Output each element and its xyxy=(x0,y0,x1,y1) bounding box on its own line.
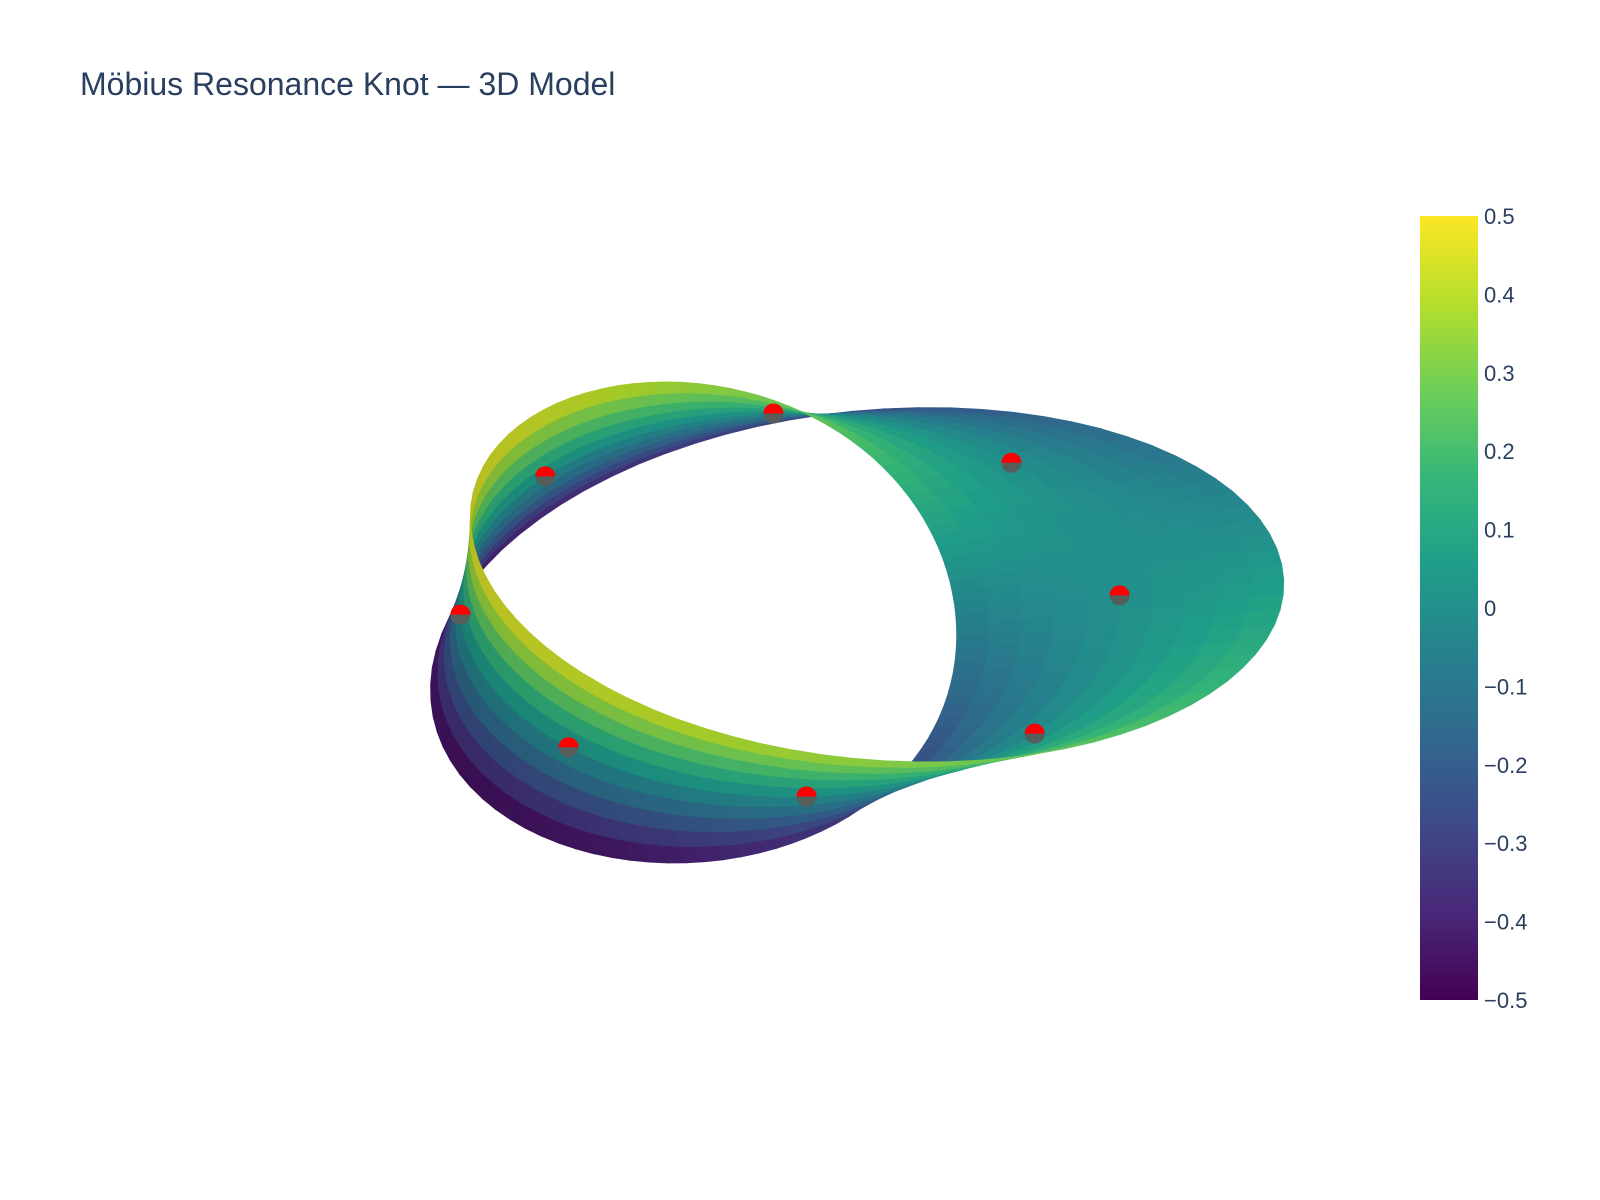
colorbar-bar xyxy=(1420,216,1478,1000)
resonance-marker[interactable] xyxy=(763,403,784,424)
colorbar-tick-label: 0.3 xyxy=(1484,361,1515,386)
surface-patch xyxy=(750,816,774,831)
mobius-surface[interactable] xyxy=(430,381,1285,864)
resonance-marker[interactable] xyxy=(1024,723,1045,744)
surface-patch xyxy=(850,757,886,768)
colorbar-tick-label: −0.4 xyxy=(1484,910,1527,935)
resonance-marker[interactable] xyxy=(796,786,817,807)
marker-dot xyxy=(763,403,784,414)
surface-patch xyxy=(729,817,754,832)
surface-patch xyxy=(979,668,1015,683)
surface-patch xyxy=(947,681,981,696)
surface-patch xyxy=(747,806,772,819)
surface-patch xyxy=(713,830,738,847)
colorbar-tick-label: 0 xyxy=(1484,596,1496,621)
colorbar-tick-label: 0.2 xyxy=(1484,439,1515,464)
surface-patch xyxy=(879,760,918,768)
colorbar-tick-label: −0.2 xyxy=(1484,753,1527,778)
surface-patch xyxy=(726,805,752,819)
surface-patch xyxy=(718,843,742,861)
surface-patch xyxy=(816,779,845,789)
resonance-marker[interactable] xyxy=(1001,452,1022,473)
marker-dot xyxy=(1024,723,1045,734)
colorbar-tick-label: −0.3 xyxy=(1484,831,1527,856)
marker-layer[interactable] xyxy=(450,403,1130,807)
resonance-marker[interactable] xyxy=(558,737,579,758)
resonance-marker[interactable] xyxy=(1109,585,1130,606)
chart-title: Möbius Resonance Knot — 3D Model xyxy=(80,66,616,102)
colorbar-tick-label: 0.1 xyxy=(1484,518,1515,543)
surface-patch xyxy=(769,805,793,818)
colorbar-tick-label: 0.5 xyxy=(1484,204,1515,229)
surface-patch xyxy=(950,669,985,685)
surface-patch xyxy=(745,794,771,808)
surface-patch xyxy=(791,749,824,764)
surface-patch xyxy=(843,772,876,781)
colorbar-ticks: 0.5 0.4 0.3 0.2 0.1 0 −0.1 −0.2 −0.3 −0.4 −0.5 xyxy=(1484,204,1527,1013)
marker-dot xyxy=(558,737,579,748)
resonance-marker[interactable] xyxy=(450,604,471,625)
surface-patch xyxy=(733,829,757,845)
marker-dot xyxy=(535,466,556,477)
surface-patch xyxy=(768,795,793,808)
marker-dot xyxy=(796,786,817,797)
colorbar-tick-label: −0.1 xyxy=(1484,674,1527,699)
marker-dot xyxy=(1001,452,1022,463)
colorbar: 0.5 0.4 0.3 0.2 0.1 0 −0.1 −0.2 −0.3 −0.4 −0.5 xyxy=(1420,204,1527,1013)
marker-dot xyxy=(1109,585,1130,596)
surface-patch xyxy=(709,817,735,833)
colorbar-tick-label: 0.4 xyxy=(1484,282,1515,307)
surface-patch xyxy=(814,787,842,797)
colorbar-tick-label: −0.5 xyxy=(1484,988,1527,1013)
marker-dot xyxy=(450,604,471,615)
resonance-marker[interactable] xyxy=(535,466,556,487)
